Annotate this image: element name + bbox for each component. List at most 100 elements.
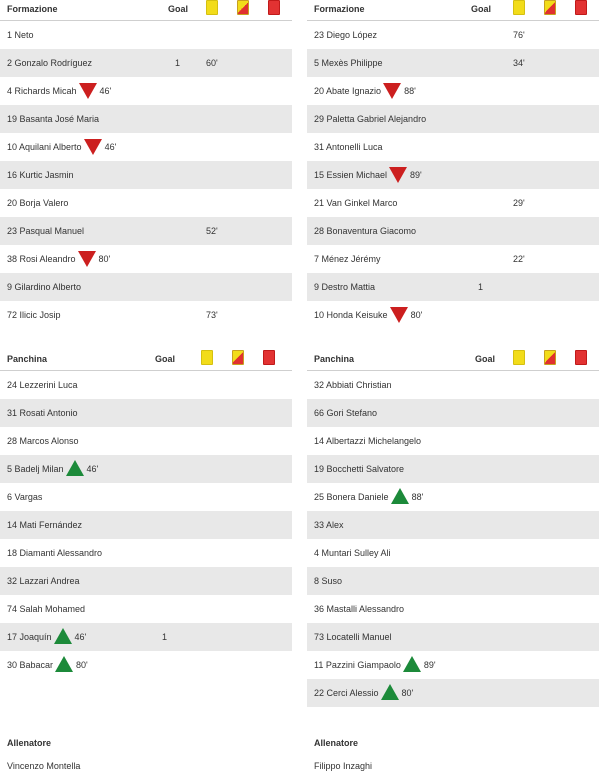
second-yellow-card-icon bbox=[232, 350, 244, 365]
yellow-card-icon bbox=[201, 350, 213, 365]
second-yellow-card-icon bbox=[544, 350, 556, 365]
player-row: 29 Paletta Gabriel Alejandro bbox=[307, 105, 599, 133]
player-cell: 19 Basanta José Maria bbox=[7, 105, 99, 133]
yellow-card-time: 34' bbox=[513, 58, 525, 68]
player-cell: 4 Muntari Sulley Ali bbox=[314, 539, 391, 567]
yellow-card-time: 22' bbox=[513, 254, 525, 264]
goal-count: 1 bbox=[162, 632, 168, 642]
substitution-time: 88' bbox=[411, 492, 424, 502]
away-coach-label: Allenatore bbox=[314, 738, 359, 748]
player-row: 19 Basanta José Maria bbox=[0, 105, 292, 133]
player-name: 8 Suso bbox=[314, 576, 343, 586]
section-title: Formazione bbox=[7, 4, 58, 14]
player-name: 30 Babacar bbox=[7, 660, 54, 670]
substitution-time: 46' bbox=[86, 464, 99, 474]
player-name: 21 Van Ginkel Marco bbox=[314, 198, 398, 208]
player-row: 9 Destro Mattia 1 bbox=[307, 273, 599, 301]
player-row: 22 Cerci Alessio 80' bbox=[307, 679, 599, 707]
player-name: 14 Mati Fernández bbox=[7, 520, 83, 530]
yellow-card-time: 73' bbox=[206, 310, 218, 320]
player-row: 8 Suso bbox=[307, 567, 599, 595]
player-cell: 73 Locatelli Manuel bbox=[314, 623, 392, 651]
player-cell: 14 Mati Fernández bbox=[7, 511, 82, 539]
yellow-card-icon bbox=[513, 0, 525, 15]
player-name: 2 Gonzalo Rodríguez bbox=[7, 58, 93, 68]
substitution-out-icon bbox=[78, 82, 97, 99]
player-name: 14 Albertazzi Michelangelo bbox=[314, 436, 422, 446]
player-row: 38 Rosi Aleandro 80' bbox=[0, 245, 292, 273]
player-row: 36 Mastalli Alessandro bbox=[307, 595, 599, 623]
player-name: 66 Gori Stefano bbox=[314, 408, 378, 418]
player-cell: 8 Suso bbox=[314, 567, 342, 595]
player-name: 19 Bocchetti Salvatore bbox=[314, 464, 405, 474]
away-bench-section: Panchina Goal 32 Abbiati Christian 66 Gori … bbox=[307, 350, 599, 707]
player-row: 32 Abbiati Christian bbox=[307, 370, 599, 399]
home-bench-section: Panchina Goal 24 Lezzerini Luca 31 Rosati A… bbox=[0, 350, 292, 679]
player-cell: 38 Rosi Aleandro 80' bbox=[7, 245, 110, 273]
player-row: 14 Mati Fernández bbox=[0, 511, 292, 539]
player-name: 20 Borja Valero bbox=[7, 198, 69, 208]
player-name: 31 Antonelli Luca bbox=[314, 142, 383, 152]
player-row: 25 Bonera Daniele 88' bbox=[307, 483, 599, 511]
player-cell: 33 Alex bbox=[314, 511, 344, 539]
player-cell: 21 Van Ginkel Marco bbox=[314, 189, 397, 217]
substitution-time: 88' bbox=[404, 86, 416, 96]
player-cell: 1 Neto bbox=[7, 21, 34, 49]
substitution-time: 80' bbox=[98, 254, 111, 264]
substitution-time: 46' bbox=[104, 142, 117, 152]
player-cell: 20 Borja Valero bbox=[7, 189, 68, 217]
player-cell: 9 Gilardino Alberto bbox=[7, 273, 81, 301]
player-row: 23 Diego López 76' bbox=[307, 20, 599, 49]
player-row: 18 Diamanti Alessandro bbox=[0, 539, 292, 567]
section-title: Formazione bbox=[314, 4, 365, 14]
substitution-in-icon bbox=[65, 459, 84, 476]
player-name: 10 Honda Keisuke bbox=[314, 310, 388, 320]
player-row: 1 Neto bbox=[0, 20, 292, 49]
player-row: 31 Rosati Antonio bbox=[0, 399, 292, 427]
player-cell: 25 Bonera Daniele 88' bbox=[314, 483, 423, 511]
substitution-in-icon bbox=[402, 655, 421, 672]
player-name: 72 Ilicic Josip bbox=[7, 310, 61, 320]
player-name: 23 Diego López bbox=[314, 30, 378, 40]
player-cell: 23 Diego López bbox=[314, 21, 377, 49]
substitution-out-icon bbox=[389, 306, 408, 323]
player-name: 6 Vargas bbox=[7, 492, 43, 502]
player-cell: 28 Marcos Alonso bbox=[7, 427, 79, 455]
player-row: 5 Badelj Milan 46' bbox=[0, 455, 292, 483]
player-cell: 19 Bocchetti Salvatore bbox=[314, 455, 404, 483]
player-row: 9 Gilardino Alberto bbox=[0, 273, 292, 301]
player-row: 28 Marcos Alonso bbox=[0, 427, 292, 455]
player-name: 23 Pasqual Manuel bbox=[7, 226, 85, 236]
second-yellow-card-icon bbox=[237, 0, 249, 15]
player-cell: 11 Pazzini Giampaolo 89' bbox=[314, 651, 436, 679]
yellow-card-time: 52' bbox=[206, 226, 218, 236]
substitution-time: 46' bbox=[99, 86, 112, 96]
player-row: 30 Babacar 80' bbox=[0, 651, 292, 679]
player-cell: 72 Ilicic Josip bbox=[7, 301, 61, 329]
player-cell: 32 Abbiati Christian bbox=[314, 371, 392, 399]
substitution-time: 89' bbox=[410, 170, 422, 180]
player-row: 32 Lazzari Andrea bbox=[0, 567, 292, 595]
substitution-in-icon bbox=[380, 683, 399, 700]
player-row: 21 Van Ginkel Marco 29' bbox=[307, 189, 599, 217]
player-row: 2 Gonzalo Rodríguez 1 60' bbox=[0, 49, 292, 77]
red-card-icon bbox=[575, 350, 587, 365]
section-header: Formazione Goal bbox=[0, 0, 292, 20]
player-row: 6 Vargas bbox=[0, 483, 292, 511]
player-cell: 15 Essien Michael 89' bbox=[314, 161, 422, 189]
substitution-out-icon bbox=[383, 82, 402, 99]
player-row: 5 Mexès Philippe 34' bbox=[307, 49, 599, 77]
player-cell: 66 Gori Stefano bbox=[314, 399, 377, 427]
player-cell: 36 Mastalli Alessandro bbox=[314, 595, 404, 623]
player-row: 17 Joaquín 46' 1 bbox=[0, 623, 292, 651]
player-name: 73 Locatelli Manuel bbox=[314, 632, 392, 642]
player-name: 38 Rosi Aleandro bbox=[7, 254, 76, 264]
player-row: 74 Salah Mohamed bbox=[0, 595, 292, 623]
player-cell: 14 Albertazzi Michelangelo bbox=[314, 427, 421, 455]
section-header: Panchina Goal bbox=[0, 350, 292, 370]
player-cell: 23 Pasqual Manuel bbox=[7, 217, 84, 245]
substitution-in-icon bbox=[55, 655, 74, 672]
player-name: 36 Mastalli Alessandro bbox=[314, 604, 405, 614]
substitution-out-icon bbox=[389, 166, 408, 183]
section-title: Panchina bbox=[314, 354, 355, 364]
